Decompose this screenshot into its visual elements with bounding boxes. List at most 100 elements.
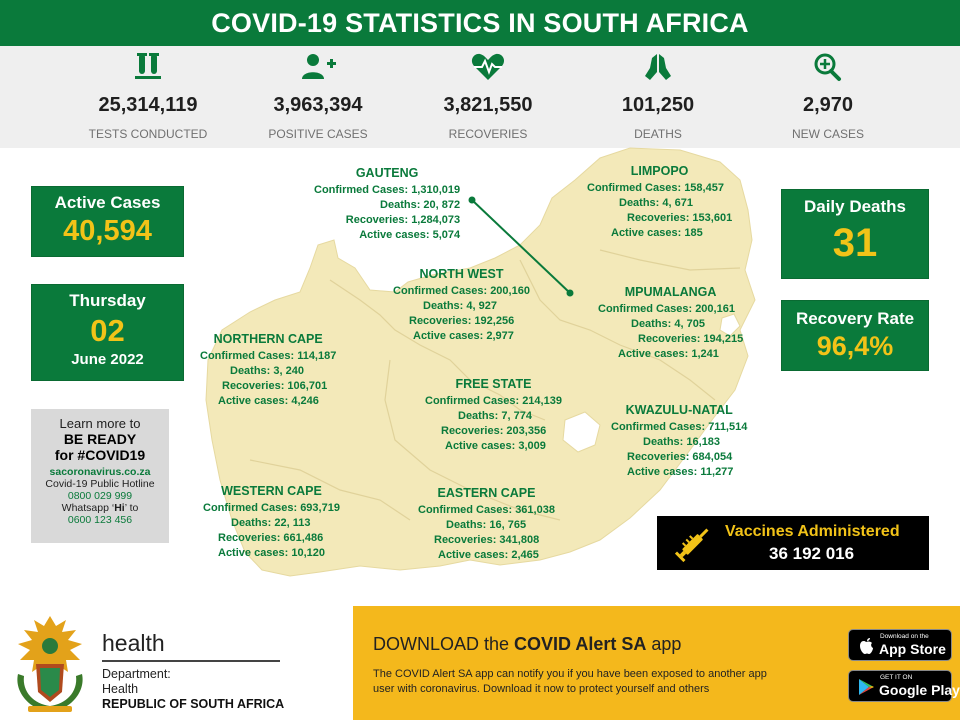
active-cases-value: 40,594 <box>63 215 152 247</box>
hotline-label: Covid-19 Public Hotline <box>45 478 155 490</box>
zoom-plus-icon <box>814 53 841 81</box>
province-confirmed: Confirmed Cases: 200,160 <box>393 285 530 297</box>
banner-headline-prefix: DOWNLOAD the <box>373 634 515 654</box>
banner-headline: DOWNLOAD the COVID Alert SA app <box>373 634 681 655</box>
vaccines-title: Vaccines Administered <box>725 523 900 540</box>
province-deaths: Deaths: 16, 765 <box>446 519 527 531</box>
stat-label: POSITIVE CASES <box>268 127 368 141</box>
active-cases-title: Active Cases <box>54 193 161 212</box>
whatsapp-number[interactable]: 0600 123 456 <box>67 514 133 526</box>
heartbeat-icon <box>471 53 505 80</box>
stat-value: 25,314,119 <box>98 94 198 116</box>
coat-of-arms-icon <box>17 616 83 712</box>
province-active: Active cases: 5,074 <box>359 229 461 241</box>
add-person-icon <box>302 54 336 79</box>
province-kwazulu-natal: KWAZULU-NATAL Confirmed Cases: 711,514 D… <box>611 403 747 480</box>
department-line1: Department: <box>102 667 171 681</box>
banner-text-line2: user with coronavirus. Download it now t… <box>373 683 710 695</box>
apple-icon <box>860 638 873 654</box>
app-store-label: App Store <box>879 641 946 657</box>
province-recoveries: Recoveries: 192,256 <box>409 315 515 327</box>
app-download-banner: DOWNLOAD the COVID Alert SA app The COVI… <box>353 606 960 720</box>
province-deaths: Deaths: 20, 872 <box>380 199 461 211</box>
eswatini-shape <box>719 313 741 337</box>
province-recoveries: Recoveries: 684,054 <box>627 451 733 463</box>
stat-value: 2,970 <box>802 94 854 116</box>
hotline-number[interactable]: 0800 029 999 <box>67 490 133 502</box>
province-name: EASTERN CAPE <box>437 486 536 500</box>
app-store-button[interactable]: Download on the App Store <box>848 629 952 661</box>
praying-hands-icon <box>645 54 671 80</box>
date-day: 02 <box>90 313 125 348</box>
province-borders <box>329 279 546 421</box>
province-name: NORTHERN CAPE <box>213 332 323 346</box>
province-recoveries: Recoveries: 203,356 <box>441 425 547 437</box>
province-name: NORTH WEST <box>419 267 504 281</box>
province-confirmed: Confirmed Cases: 711,514 <box>611 421 748 433</box>
province-north-west: NORTH WEST Confirmed Cases: 200,160 Deat… <box>393 267 530 344</box>
whatsapp-suffix: ’ to <box>124 502 139 514</box>
province-recoveries: Recoveries: 194,215 <box>638 333 744 345</box>
gauteng-pointer-end <box>566 289 574 297</box>
department-line3: REPUBLIC OF SOUTH AFRICA <box>102 697 285 711</box>
province-recoveries: Recoveries: 153,601 <box>627 212 733 224</box>
google-play-label: Google Play <box>879 682 960 698</box>
stat-label: NEW CASES <box>791 127 864 141</box>
google-play-icon <box>859 679 874 695</box>
province-deaths: Deaths: 4, 671 <box>619 197 693 209</box>
province-confirmed: Confirmed Cases: 214,139 <box>425 395 562 407</box>
daily-deaths-title: Daily Deaths <box>803 197 907 216</box>
province-limpopo: LIMPOPO Confirmed Cases: 158,457 Deaths:… <box>587 164 732 241</box>
banner-headline-suffix: app <box>646 634 682 654</box>
province-confirmed: Confirmed Cases: 361,038 <box>418 504 555 516</box>
province-eastern-cape: EASTERN CAPE Confirmed Cases: 361,038 De… <box>418 486 555 563</box>
department-logo-block: health Department: Health REPUBLIC OF SO… <box>0 606 352 720</box>
province-active: Active cases: 11,277 <box>627 466 734 478</box>
stat-positive: 3,963,394 POSITIVE CASES <box>248 46 388 148</box>
whatsapp-word: Hi <box>114 502 125 514</box>
province-active: Active cases: 10,120 <box>218 547 326 559</box>
banner-text-line1: The COVID Alert SA app can notify you if… <box>373 668 767 680</box>
province-deaths: Deaths: 22, 113 <box>231 517 311 529</box>
info-line3: for #COVID19 <box>54 447 146 463</box>
province-free-state: FREE STATE Confirmed Cases: 214,139 Deat… <box>425 377 562 454</box>
daily-deaths-box: Daily Deaths 31 <box>781 189 929 279</box>
date-weekday: Thursday <box>69 291 146 310</box>
vaccines-value: 36 192 016 <box>769 544 855 563</box>
stat-deaths: 101,250 DEATHS <box>588 46 728 148</box>
province-name: WESTERN CAPE <box>221 484 322 498</box>
gauteng-pointer-start <box>468 196 476 204</box>
province-recoveries: Recoveries: 106,701 <box>222 380 328 392</box>
whatsapp-label: Whatsapp ‘Hi’ to <box>31 502 169 514</box>
daily-deaths-value: 31 <box>832 221 878 265</box>
province-active: Active cases: 4,246 <box>218 395 319 407</box>
stat-recoveries: 3,821,550 RECOVERIES <box>418 46 558 148</box>
health-wordmark: health <box>102 630 165 656</box>
province-confirmed: Confirmed Cases: 1,310,019 <box>314 184 461 196</box>
whatsapp-prefix: Whatsapp ‘ <box>61 502 115 514</box>
stat-value: 3,963,394 <box>273 94 363 116</box>
recovery-rate-title: Recovery Rate <box>795 309 915 328</box>
stat-new-cases: 2,970 NEW CASES <box>758 46 898 148</box>
province-deaths: Deaths: 4, 927 <box>423 300 497 312</box>
province-mpumalanga: MPUMALANGA Confirmed Cases: 200,161 Deat… <box>598 285 743 362</box>
gauteng-pointer-line <box>471 199 571 294</box>
date-box: Thursday 02 June 2022 <box>31 284 184 381</box>
vaccines-box: Vaccines Administered 36 192 016 <box>657 516 929 570</box>
banner-headline-bold: COVID Alert SA <box>514 634 647 654</box>
stats-strip: 25,314,119 TESTS CONDUCTED 3,963,394 POS… <box>0 46 960 148</box>
date-month-year: June 2022 <box>71 351 144 368</box>
province-active: Active cases: 2,977 <box>413 330 514 342</box>
google-play-button[interactable]: GET IT ON Google Play <box>848 670 960 702</box>
website-link[interactable]: sacoronavirus.co.za <box>49 466 151 478</box>
province-name: FREE STATE <box>455 377 532 391</box>
stat-tests: 25,314,119 TESTS CONDUCTED <box>78 46 218 148</box>
recovery-rate-value: 96,4% <box>816 331 894 361</box>
province-recoveries: Recoveries: 661,486 <box>218 532 324 544</box>
province-confirmed: Confirmed Cases: 114,187 <box>200 350 337 362</box>
province-name: MPUMALANGA <box>624 285 717 299</box>
test-tubes-icon <box>135 53 161 79</box>
province-western-cape: WESTERN CAPE Confirmed Cases: 693,719 De… <box>203 484 340 561</box>
province-deaths: Deaths: 4, 705 <box>631 318 705 330</box>
lesotho-shape <box>562 411 601 453</box>
